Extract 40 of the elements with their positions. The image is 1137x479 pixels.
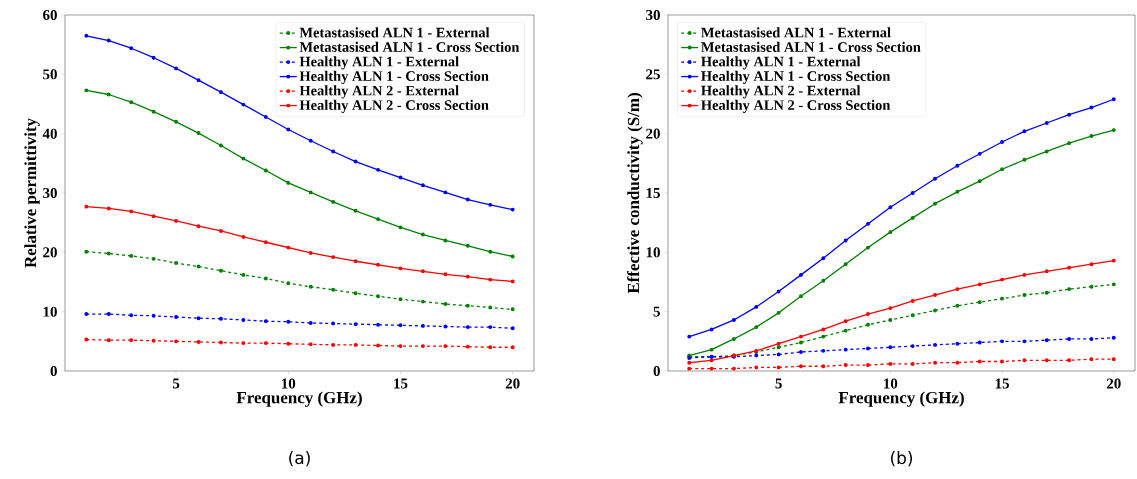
legend-label: Healthy ALN 2 - External xyxy=(701,85,861,99)
legend-label: Healthy ALN 1 - External xyxy=(299,56,459,70)
y-tick-label: 20 xyxy=(43,247,57,258)
legend-label: Healthy ALN 2 - Cross Section xyxy=(299,99,489,113)
y-axis-title: Effective conductivity (S/m) xyxy=(627,93,643,294)
legend-label: Metastasised ALN 1 - External xyxy=(701,27,891,38)
legend-label: Healthy ALN 1 - External xyxy=(701,56,861,70)
y-tick-label: 60 xyxy=(43,9,57,21)
y-tick-label: 25 xyxy=(646,69,660,80)
x-tick-label: 20 xyxy=(1106,378,1121,389)
y-tick-label: 15 xyxy=(646,188,660,198)
y-tick-label: 30 xyxy=(43,187,57,199)
x-tick-label: 15 xyxy=(394,378,408,389)
y-tick-label: 50 xyxy=(43,69,57,80)
y-tick-label: 5 xyxy=(653,306,660,317)
y-tick-label: 30 xyxy=(646,9,660,21)
x-axis-title: Frequency (GHz) xyxy=(838,391,964,407)
x-tick-label: 5 xyxy=(172,378,180,389)
y-tick-label: 10 xyxy=(43,306,57,317)
text: (a) xyxy=(289,451,310,467)
x-tick-label: 20 xyxy=(505,378,520,389)
legend-label: Metastasised ALN 1 - Cross Section xyxy=(299,41,520,52)
y-axis-title: Relative permittivity xyxy=(24,118,40,268)
legend-label: Healthy ALN 2 - Cross Section xyxy=(701,99,891,113)
y-tick-label: 10 xyxy=(646,247,660,258)
y-tick-label: 0 xyxy=(653,365,660,377)
x-axis-title: Frequency (GHz) xyxy=(236,391,362,407)
y-tick-label: 20 xyxy=(646,128,660,139)
x-tick-label: 10 xyxy=(884,378,898,389)
x-tick-label: 15 xyxy=(995,378,1009,389)
x-tick-label: 10 xyxy=(282,378,296,389)
y-tick-label: 40 xyxy=(42,128,57,139)
y-tick-label: 0 xyxy=(50,365,57,377)
legend-label: Metastasised ALN 1 - Cross Section xyxy=(701,41,921,52)
x-tick-label: 5 xyxy=(775,378,782,389)
legend-label: Healthy ALN 1 - Cross Section xyxy=(299,70,489,84)
legend-label: Healthy ALN 1 - Cross Section xyxy=(701,70,891,84)
legend-label: Metastasised ALN 1 - External xyxy=(299,27,490,38)
legend-label: Healthy ALN 2 - External xyxy=(299,85,459,99)
text: (b) xyxy=(890,451,913,467)
